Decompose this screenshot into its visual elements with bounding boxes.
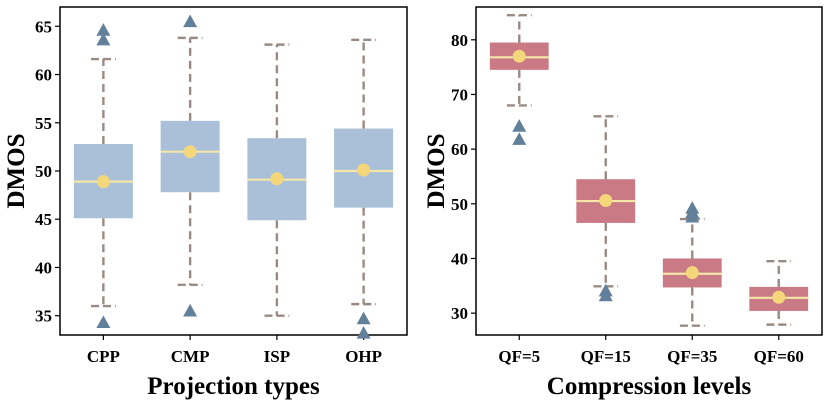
- compression-levels-chart: 30 40 50 60 70 80 DMOS Compression levels QF=5 QF…: [423, 6, 823, 400]
- box-qf-35: QF=35: [662, 201, 722, 366]
- x-axis-label: Projection types: [147, 373, 320, 400]
- y-tick-label: 50: [35, 162, 52, 181]
- y-tick-label: 45: [35, 210, 52, 229]
- outlier-marker: [598, 283, 613, 297]
- y-tick-label: 70: [451, 85, 468, 104]
- outlier-marker: [512, 119, 527, 132]
- projection-types-chart: 35 40 45 50 55 60 65 DMOS Projection types CPP CMP…: [3, 6, 408, 400]
- x-tick-label: ISP: [264, 347, 290, 366]
- y-axis-label: DMOS: [423, 134, 450, 209]
- box-cmp: CMP: [160, 14, 220, 366]
- box-qf-15: QF=15: [576, 115, 636, 366]
- outlier-marker: [685, 201, 700, 214]
- box-isp: ISP: [247, 43, 307, 366]
- x-tick-label: QF=35: [667, 347, 717, 366]
- y-tick-label: 60: [451, 140, 468, 159]
- mean-marker: [512, 49, 526, 63]
- mean-marker: [599, 194, 613, 208]
- x-tick-label: CMP: [171, 347, 210, 366]
- outlier-marker: [183, 303, 198, 317]
- y-axis-label: DMOS: [3, 134, 30, 209]
- x-tick-label: QF=5: [498, 347, 540, 366]
- mean-marker: [270, 172, 284, 186]
- y-tick-label: 40: [35, 258, 52, 277]
- outlier-marker: [512, 132, 527, 145]
- x-tick-label: QF=60: [754, 347, 804, 366]
- box-cpp: CPP: [73, 23, 133, 366]
- outlier-marker: [96, 32, 111, 46]
- y-tick-label: 60: [35, 66, 52, 85]
- mean-marker: [357, 163, 371, 177]
- mean-marker: [183, 145, 197, 159]
- y-tick-label: 35: [35, 307, 52, 326]
- box-ohp: OHP: [334, 38, 394, 366]
- x-axis-label: Compression levels: [547, 373, 752, 400]
- outlier-marker: [356, 326, 371, 339]
- box-qf-60: QF=60: [749, 260, 809, 366]
- outlier-marker: [96, 23, 111, 36]
- mean-marker: [685, 266, 699, 280]
- mean-marker: [772, 290, 786, 304]
- y-tick-label: 80: [451, 31, 468, 50]
- mean-marker: [96, 175, 110, 189]
- box-qf-5: QF=5: [489, 13, 549, 366]
- y-tick-label: 65: [35, 17, 52, 36]
- plot-frame: [475, 6, 823, 336]
- x-tick-label: QF=15: [581, 347, 631, 366]
- y-tick-label: 40: [451, 249, 468, 268]
- x-tick-label: CPP: [87, 347, 120, 366]
- y-tick-label: 55: [35, 114, 52, 133]
- y-tick-label: 30: [451, 304, 468, 323]
- outlier-marker: [183, 14, 198, 28]
- y-tick-label: 50: [451, 195, 468, 214]
- x-tick-label: OHP: [345, 347, 382, 366]
- outlier-marker: [96, 315, 111, 329]
- outlier-marker: [356, 311, 371, 325]
